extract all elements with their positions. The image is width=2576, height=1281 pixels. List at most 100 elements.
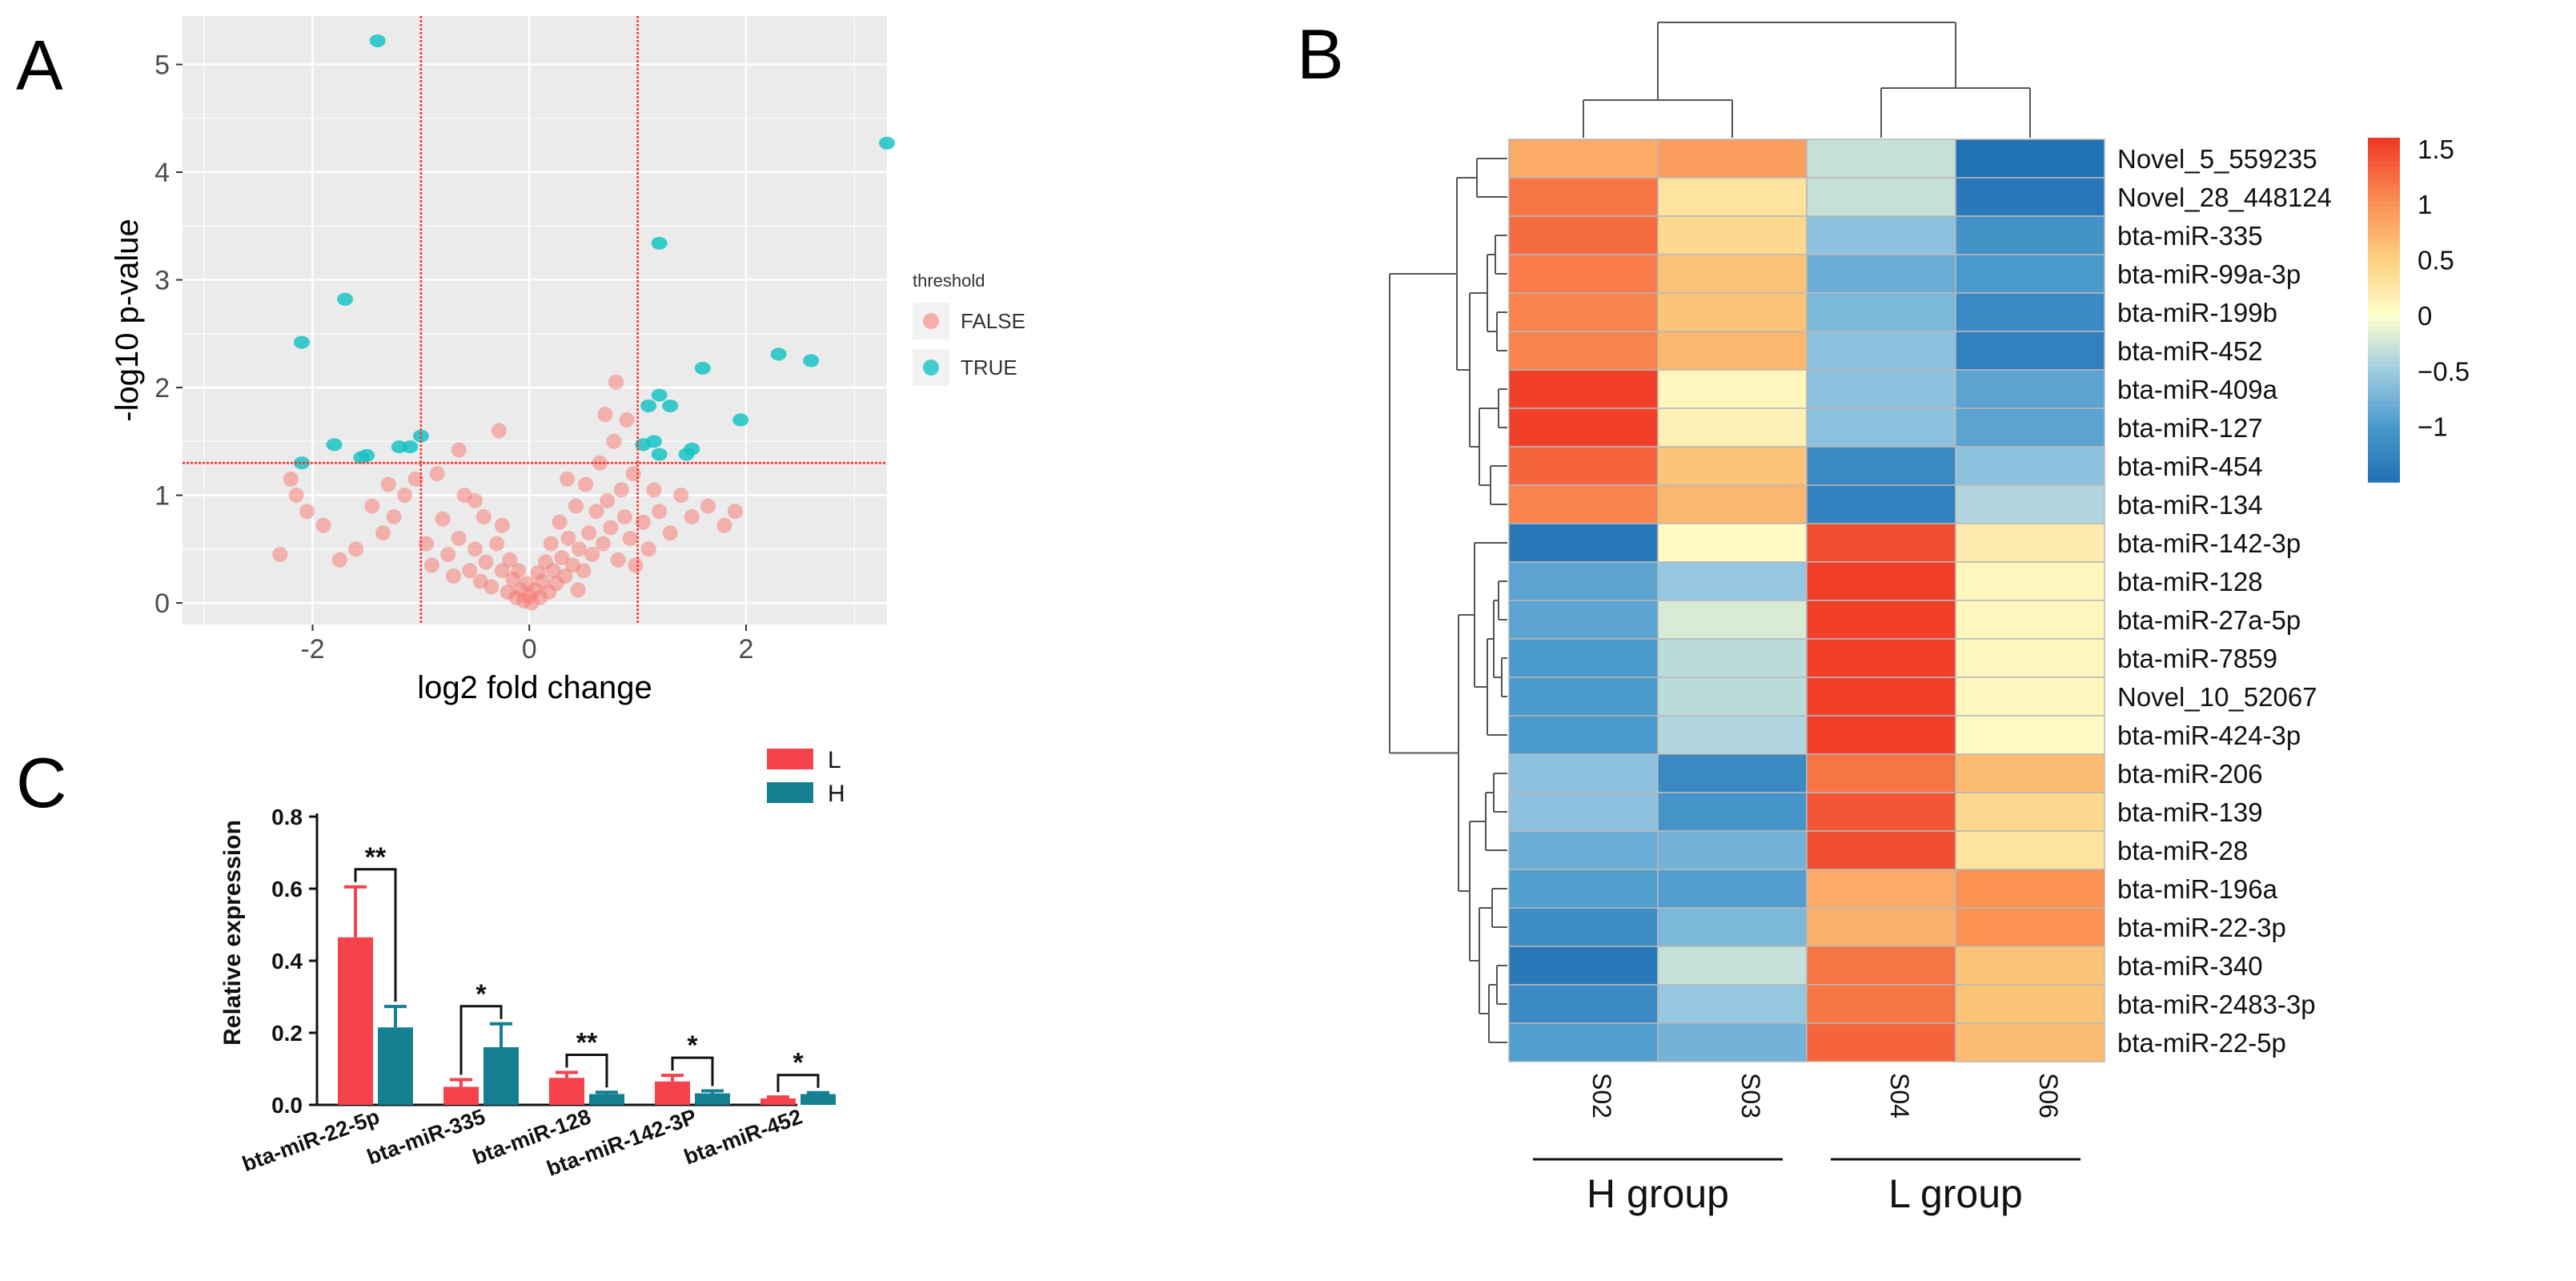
heatmap-row-label: bta-miR-452: [2117, 336, 2263, 366]
colorbar-segment: [2368, 384, 2400, 392]
heatmap-cell: [1955, 869, 2105, 909]
colorbar-segment: [2368, 424, 2400, 432]
heatmap-cell: [1806, 638, 1956, 678]
heatmap: Novel_5_559235 Novel_28_448124 bta-miR-335…: [1389, 22, 2470, 1216]
volcano-x-tick-label: 2: [739, 634, 754, 665]
volcano-point-false: [475, 508, 492, 524]
colorbar-segment: [2368, 303, 2400, 311]
volcano-point-true: [326, 438, 343, 452]
volcano-y-tick-label: 1: [154, 481, 170, 512]
colorbar-segment: [2368, 160, 2400, 167]
panel-label-c: C: [16, 743, 67, 822]
volcano-legend-title: threshold: [913, 271, 985, 291]
volcano-point-true: [879, 136, 895, 150]
panel-label-a: A: [16, 26, 63, 105]
heatmap-row-label: bta-miR-128: [2117, 567, 2263, 596]
volcano-point-false: [543, 536, 559, 552]
heatmap-row-label: bta-miR-2483-3p: [2117, 990, 2316, 1019]
volcano-point-false: [572, 541, 588, 557]
volcano-point-true: [803, 354, 820, 367]
heatmap-cell: [1955, 177, 2105, 217]
volcano-point-false: [423, 557, 439, 573]
volcano-point-false: [673, 488, 689, 504]
colorbar-segment: [2368, 207, 2400, 213]
significance-bracket: [671, 1056, 714, 1086]
volcano-point-false: [600, 492, 616, 508]
colorbar-tick-label: −1: [2418, 412, 2448, 442]
heatmap-row-label: bta-miR-424-3p: [2117, 721, 2301, 750]
volcano-point-false: [348, 541, 364, 557]
volcano-point-false: [494, 517, 510, 533]
volcano-point-false: [272, 547, 288, 563]
volcano-point-false: [622, 530, 638, 546]
colorbar-segment: [2368, 453, 2400, 460]
volcano-y-tick-label: 2: [154, 373, 170, 404]
colorbar-segment: [2368, 464, 2400, 472]
colorbar-segment: [2368, 223, 2400, 231]
volcano-legend-dot-false: [923, 313, 939, 329]
heatmap-cell: [1508, 446, 1659, 486]
heatmap-group-label: H group: [1587, 1171, 1729, 1216]
panel-label-b: B: [1297, 14, 1344, 94]
bar-chart-legend: LH: [767, 747, 845, 807]
heatmap-cell: [1955, 446, 2105, 486]
colorbar-segment: [2368, 292, 2400, 299]
volcano-point-false: [491, 423, 507, 439]
colorbar-segment: [2368, 155, 2400, 162]
volcano-y-label: -log10 p-value: [110, 219, 145, 422]
volcano-point-false: [635, 514, 651, 530]
colorbar-segment: [2368, 419, 2400, 426]
colorbar-tick-label: 1: [2418, 190, 2432, 219]
colorbar-segment: [2368, 401, 2400, 408]
heatmap-cell: [1806, 946, 1956, 986]
bar-chart-categories: bta-miR-22-5pbta-miR-335bta-miR-128bta-m…: [239, 1104, 805, 1180]
heatmap-cell: [1806, 523, 1956, 563]
heatmap-row-label: bta-miR-199b: [2117, 298, 2277, 327]
bar-chart-category-label: bta-miR-452: [681, 1104, 805, 1169]
volcano-point-false: [613, 482, 629, 498]
colorbar-segment: [2368, 448, 2400, 454]
heatmap-cell: [1508, 715, 1659, 755]
volcano-point-false: [489, 536, 505, 552]
heatmap-cell: [1657, 946, 1808, 986]
heatmap-cell: [1508, 792, 1659, 832]
volcano-point-false: [684, 508, 700, 524]
colorbar-segment: [2368, 407, 2400, 414]
heatmap-cell: [1657, 984, 1808, 1024]
colorbar-segment: [2368, 470, 2400, 477]
colorbar-segment: [2368, 476, 2400, 483]
colorbar-segment: [2368, 361, 2400, 368]
heatmap-cell: [1657, 677, 1808, 717]
heatmap-column-labels: S02 S03 S04 S06: [1587, 1073, 2063, 1118]
heatmap-row-label: bta-miR-7859: [2117, 644, 2277, 673]
heatmap-row-label: bta-miR-134: [2117, 490, 2263, 520]
heatmap-cell: [1955, 600, 2105, 640]
volcano-point-false: [484, 579, 500, 595]
bar-h: [800, 1094, 836, 1105]
volcano-point-false: [584, 547, 600, 563]
volcano-point-false: [386, 508, 402, 524]
heatmap-cell: [1657, 792, 1808, 832]
heatmap-row-label: bta-miR-206: [2117, 759, 2263, 789]
heatmap-cell: [1508, 369, 1659, 409]
volcano-x-tick-label: 0: [522, 634, 537, 665]
volcano-point-true: [651, 388, 668, 402]
heatmap-cell: [1508, 907, 1659, 947]
heatmap-cell: [1955, 677, 2105, 717]
colorbar-segment: [2368, 258, 2400, 265]
volcano-point-true: [651, 448, 668, 461]
volcano-point-true: [353, 451, 370, 464]
bar-chart-legend-label: L: [828, 747, 841, 773]
volcano-point-true: [662, 399, 679, 412]
volcano-point-false: [640, 541, 656, 557]
volcano-plot: -2 0 2 0 1 2 3 4 5 log2 fold change -log10 p-val…: [110, 16, 1025, 705]
heatmap-cell: [1508, 869, 1659, 909]
colorbar-segment: [2368, 379, 2400, 385]
colorbar-segment: [2368, 149, 2400, 156]
heatmap-cell: [1806, 869, 1956, 909]
heatmap-row-label: bta-miR-139: [2117, 797, 2263, 827]
heatmap-cell: [1508, 331, 1659, 371]
heatmap-row-label: bta-miR-340: [2117, 951, 2263, 981]
heatmap-cell: [1508, 484, 1659, 524]
volcano-y-tick-label: 4: [154, 158, 170, 188]
